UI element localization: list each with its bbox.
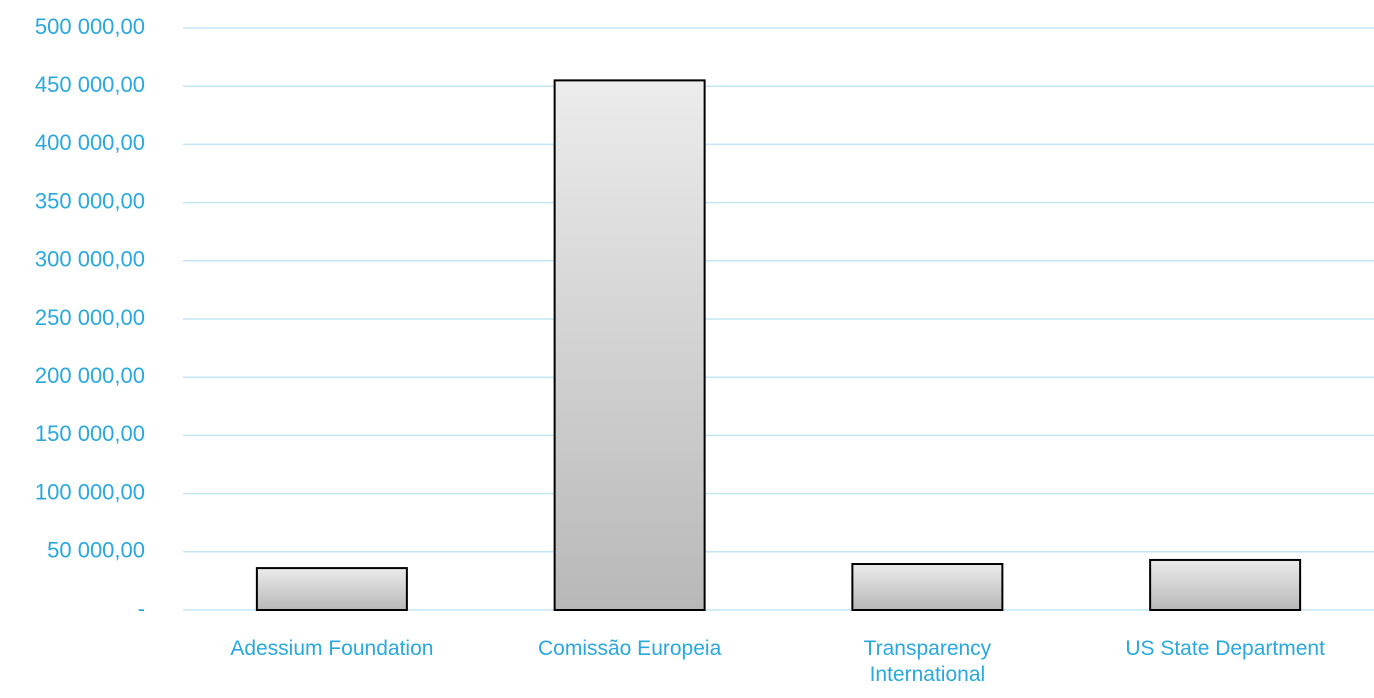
y-tick-label: 300 000,00 [35,247,145,272]
y-tick-label: 500 000,00 [35,14,145,39]
y-tick-label: 350 000,00 [35,188,145,213]
x-tick-label: Adessium Foundation [230,637,434,660]
bar [553,79,706,611]
y-tick-label: - [138,596,145,621]
y-tick-label: 450 000,00 [35,72,145,97]
x-tick-label: Transparency International [863,637,992,686]
y-tick-label: 150 000,00 [35,421,145,446]
y-tick-label: 100 000,00 [35,479,145,504]
y-tick-label: 50 000,00 [47,538,145,563]
y-tick-label: 250 000,00 [35,305,145,330]
x-tick-label: Comissão Europeia [537,637,722,660]
x-tick-label: US State Department [1125,637,1325,660]
bar [1149,558,1302,611]
bar [851,563,1004,611]
bar [255,567,408,612]
y-tick-label: 400 000,00 [35,130,145,155]
y-tick-label: 200 000,00 [35,363,145,388]
